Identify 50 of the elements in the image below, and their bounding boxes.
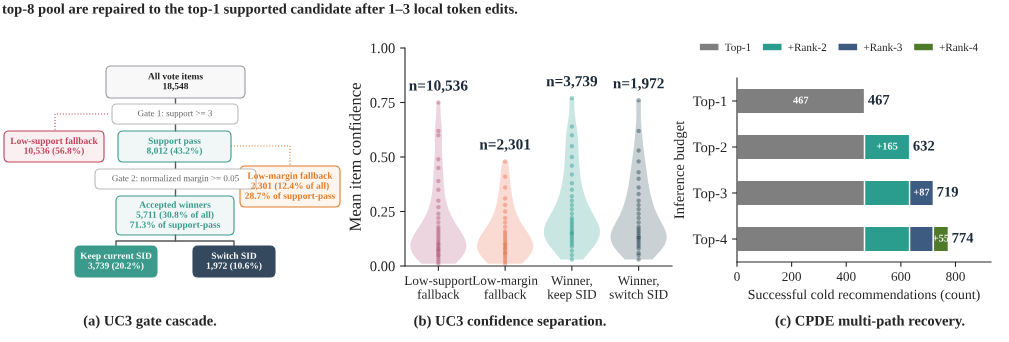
text: Keep current SID 3,739 (20.2%) — [80, 252, 152, 271]
annotation: n=3,739 — [546, 76, 598, 89]
data-label: +87 — [913, 188, 930, 196]
total-label: 467 — [868, 94, 890, 105]
x-axis-title: Successful cold recommendations (count) — [748, 289, 980, 302]
text: All vote items 18,548 — [148, 72, 203, 91]
text: Support pass 8,012 (43.2%) — [146, 137, 203, 156]
data-label: +165 — [876, 142, 898, 150]
legend-label: +Rank-2 — [788, 43, 827, 52]
legend-label: +Rank-3 — [863, 43, 902, 52]
y-tick-label: 0.75 — [370, 97, 395, 108]
text: Low-margin fallback 2,301 (12.4% of all) 28.7% of support-pass — [245, 172, 336, 201]
y-tick-label: Top-1 — [692, 96, 727, 110]
legend-label: +Rank-4 — [939, 43, 978, 52]
y-tick-label: Top-2 — [692, 142, 727, 156]
total-label: 719 — [937, 186, 958, 197]
y-tick-label: Top-4 — [692, 234, 728, 248]
text: Low-support fallback 10,536 (56.8%) — [10, 137, 98, 156]
total-label: 632 — [913, 140, 935, 151]
y-axis-title: Inference budget — [673, 120, 688, 219]
total-label: 774 — [952, 232, 974, 243]
data-label: +55 — [933, 234, 949, 242]
y-tick-label: 0.50 — [370, 152, 395, 163]
text: (b) UC3 confidence separation. — [414, 315, 606, 329]
x-tick-label: 800 — [946, 272, 965, 282]
x-tick-label: 400 — [836, 272, 856, 282]
y-tick-label: 0.00 — [370, 261, 395, 272]
text: Switch SID 1,972 (10.6%) — [206, 252, 262, 271]
x-tick-label: 200 — [782, 272, 802, 282]
data-label: 467 — [793, 96, 809, 104]
text: Gate 2: normalized margin >= 0.05 — [112, 174, 239, 184]
x-tick-label: Low-support fallback — [404, 276, 473, 299]
text: Accepted winners 5,711 (30.8% of all) 71.3% of support-pass — [130, 201, 221, 230]
text: Gate 1: support >= 3 — [137, 110, 213, 119]
x-tick-label: 600 — [891, 272, 911, 282]
annotation: n=10,536 — [409, 80, 468, 93]
text: top-8 pool are repaired to the top-1 supported candidate after 1–3 local token edits. — [2, 3, 518, 17]
text: (a) UC3 gate cascade. — [83, 315, 217, 329]
x-tick-label: Low-margin fallback — [472, 276, 538, 299]
y-tick-label: Top-3 — [692, 188, 727, 202]
text: (c) CPDE multi-path recovery. — [775, 315, 965, 329]
y-tick-label: 1.00 — [371, 43, 395, 54]
y-tick-label: 0.25 — [370, 206, 395, 217]
y-axis-title: Mean item confidence — [348, 83, 361, 232]
x-tick-label: Winner, switch SID — [609, 276, 668, 299]
x-tick-label: 0 — [734, 272, 740, 282]
x-tick-label: Winner, keep SID — [547, 276, 597, 302]
annotation: n=1,972 — [613, 78, 664, 91]
annotation: n=2,301 — [479, 139, 531, 152]
legend-label: Top-1 — [724, 43, 751, 54]
